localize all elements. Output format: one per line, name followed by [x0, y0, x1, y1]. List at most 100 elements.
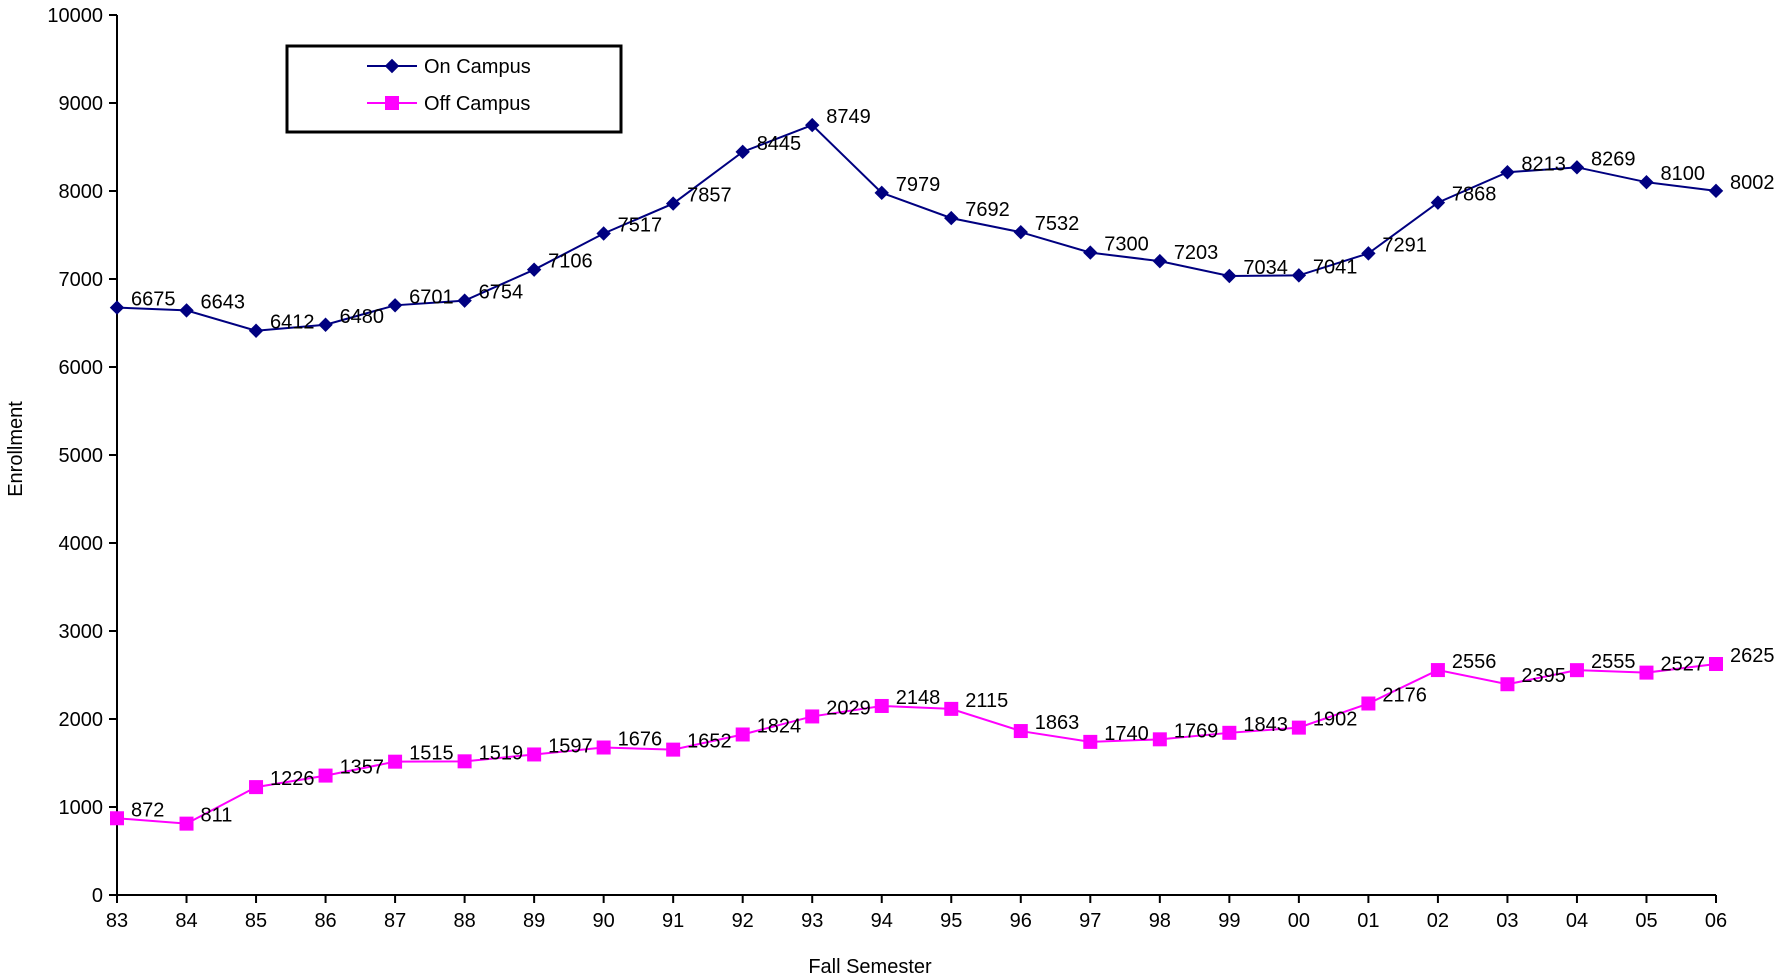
- data-labels: 6675 6643 6412 6480 6701 6754 7106 7517 7857 8445…: [131, 106, 1775, 827]
- x-tick-label: 01: [1357, 910, 1379, 932]
- data-label: 1769: [1174, 720, 1219, 742]
- data-point: [596, 226, 611, 241]
- data-label: 2556: [1452, 651, 1497, 673]
- x-tick-label: 02: [1427, 910, 1449, 932]
- x-tick-label: 85: [245, 910, 267, 932]
- data-label: 7106: [548, 251, 593, 273]
- y-tick-label: 3000: [59, 621, 104, 643]
- data-point: [665, 196, 681, 211]
- data-label: 1676: [618, 729, 663, 751]
- data-label: 1597: [548, 735, 593, 757]
- data-label: 8445: [757, 133, 802, 155]
- axes: 0100020003000400050006000700080009000100…: [47, 5, 1727, 932]
- data-point: [1500, 165, 1515, 180]
- x-tick-label: 93: [801, 910, 823, 932]
- data-point: [874, 185, 889, 201]
- y-tick-label: 10000: [47, 5, 103, 27]
- x-tick-label: 83: [106, 910, 128, 932]
- data-point: [805, 709, 820, 724]
- data-label: 7979: [896, 174, 941, 196]
- x-tick-label: 00: [1288, 910, 1310, 932]
- data-point: [1152, 732, 1167, 747]
- legend-label: Off Campus: [424, 93, 530, 115]
- data-point: [388, 754, 403, 769]
- data-label: 2625: [1730, 645, 1775, 667]
- x-tick-label: 84: [175, 910, 197, 932]
- data-point: [527, 747, 542, 762]
- x-tick-label: 97: [1079, 910, 1101, 932]
- data-label: 6754: [479, 282, 524, 304]
- data-point: [944, 701, 959, 716]
- data-point: [805, 117, 820, 133]
- legend-marker: [384, 58, 400, 74]
- data-label: 8213: [1521, 153, 1566, 175]
- data-point: [1709, 657, 1723, 671]
- y-tick-label: 5000: [59, 445, 104, 467]
- data-point: [596, 740, 611, 755]
- data-point: [1569, 663, 1584, 678]
- data-label: 1652: [687, 731, 732, 753]
- data-point: [1291, 268, 1307, 283]
- data-label: 7517: [618, 215, 663, 237]
- data-point: [1639, 174, 1654, 190]
- legend-marker: [385, 96, 399, 110]
- data-point: [1361, 696, 1376, 711]
- data-label: 6701: [409, 286, 454, 308]
- data-label: 7291: [1382, 234, 1427, 256]
- x-tick-label: 98: [1149, 910, 1171, 932]
- x-tick-label: 90: [593, 910, 615, 932]
- data-label: 1824: [757, 715, 802, 737]
- data-point: [248, 323, 264, 338]
- x-tick-label: 91: [662, 910, 684, 932]
- y-axis-title: Enrollment: [5, 401, 27, 497]
- data-label: 2555: [1591, 651, 1636, 673]
- series-on-campus: [109, 117, 1724, 338]
- data-point: [1708, 183, 1724, 199]
- data-label: 7041: [1313, 256, 1358, 278]
- data-point: [457, 293, 472, 308]
- x-axis-title: Fall Semester: [808, 956, 932, 978]
- data-label: 1863: [1035, 712, 1080, 734]
- data-point: [1500, 677, 1515, 692]
- data-point: [1222, 725, 1237, 740]
- legend-label: On Campus: [424, 56, 531, 78]
- data-point: [1013, 224, 1028, 240]
- data-point: [318, 768, 333, 783]
- data-label: 7692: [965, 199, 1010, 221]
- data-label: 1740: [1104, 723, 1149, 745]
- legend: On Campus Off Campus: [285, 44, 623, 134]
- y-tick-label: 0: [92, 885, 103, 907]
- data-label: 8002: [1730, 172, 1775, 194]
- data-label: 8100: [1660, 163, 1705, 185]
- data-point: [179, 816, 194, 831]
- data-point: [1013, 724, 1028, 739]
- data-point: [874, 698, 889, 713]
- data-label: 6675: [131, 289, 176, 311]
- data-label: 7203: [1174, 242, 1219, 264]
- data-label: 1843: [1243, 714, 1288, 736]
- data-point: [526, 262, 542, 277]
- data-label: 1519: [479, 742, 524, 764]
- series-line: [116, 663, 1717, 825]
- data-point: [387, 298, 403, 313]
- x-tick-label: 89: [523, 910, 545, 932]
- data-point: [735, 144, 750, 160]
- data-label: 1357: [340, 757, 385, 779]
- data-point: [1083, 734, 1098, 749]
- data-point: [1152, 253, 1168, 269]
- x-tick-label: 99: [1218, 910, 1240, 932]
- data-label: 1902: [1313, 709, 1358, 731]
- x-tick-label: 95: [940, 910, 962, 932]
- data-label: 7532: [1035, 213, 1080, 235]
- x-tick-label: 87: [384, 910, 406, 932]
- x-tick-label: 88: [453, 910, 475, 932]
- x-tick-label: 94: [871, 910, 893, 932]
- data-label: 2395: [1521, 665, 1566, 687]
- data-label: 1515: [409, 743, 454, 765]
- data-point: [944, 210, 959, 226]
- data-point: [1569, 160, 1585, 175]
- data-label: 7868: [1452, 184, 1497, 206]
- data-label: 811: [201, 805, 233, 827]
- data-point: [1430, 195, 1446, 210]
